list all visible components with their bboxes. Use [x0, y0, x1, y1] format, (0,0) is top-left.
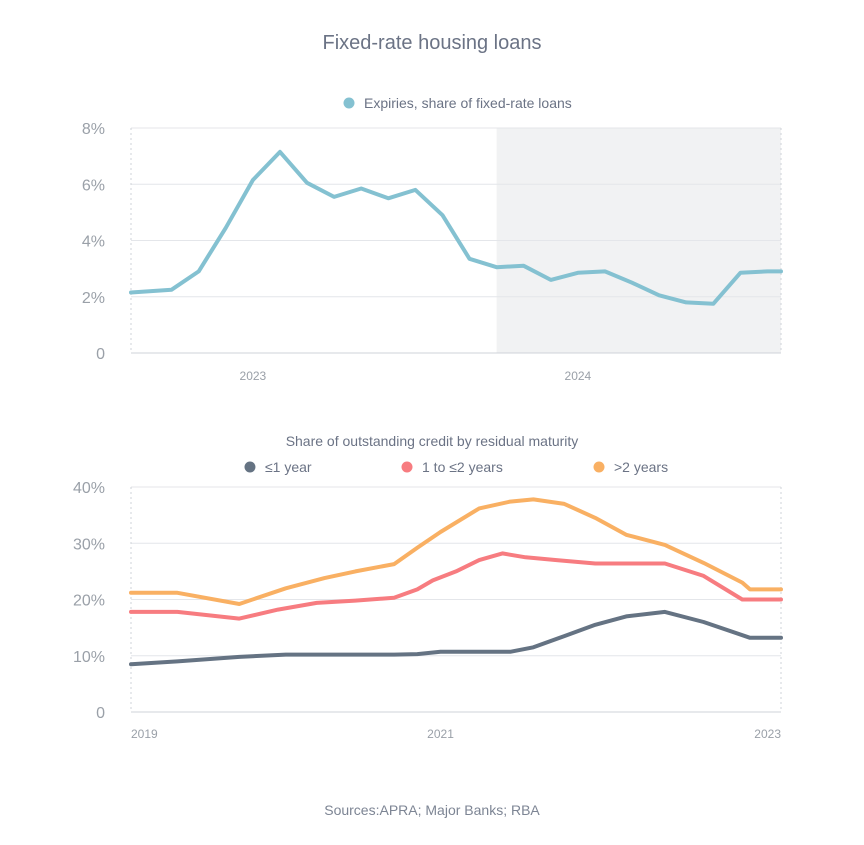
- legend-marker: [401, 461, 413, 473]
- legend-label: >2 years: [614, 459, 668, 475]
- series-line-1-year: [129, 609, 783, 667]
- y-tick-label: 4%: [82, 234, 105, 251]
- x-tick-label: 2023: [240, 369, 267, 383]
- x-tick-label: 2024: [565, 369, 592, 383]
- y-tick-label: 10%: [73, 649, 105, 666]
- series-line-expiries-share-of-fixed-rate-loans: [129, 149, 783, 306]
- y-tick-label: 20%: [73, 593, 105, 610]
- x-tick-label: 2023: [754, 727, 781, 741]
- sources-note: Sources:APRA; Major Banks; RBA: [324, 802, 540, 818]
- y-tick-label: 8%: [82, 121, 105, 138]
- series-line-1-to-2-years: [129, 551, 783, 621]
- legend-marker: [593, 461, 605, 473]
- legend-marker: [244, 461, 256, 473]
- y-tick-label: 30%: [73, 536, 105, 553]
- series-line-2-years: [129, 497, 783, 606]
- legend-label: 1 to ≤2 years: [422, 459, 503, 475]
- figure-title: Fixed-rate housing loans: [322, 32, 541, 54]
- x-tick-label: 2019: [131, 727, 158, 741]
- legend-label: Expiries, share of fixed-rate loans: [364, 95, 572, 111]
- legend-marker: [343, 97, 355, 109]
- expiries-chart: 0 2% 4% 6% 8% 2023 2024 Expiries, share of fixe…: [82, 95, 783, 383]
- chart-subtitle: Share of outstanding credit by residual …: [286, 433, 579, 449]
- y-tick-label: 40%: [73, 480, 105, 497]
- y-tick-label: 0: [96, 346, 105, 363]
- x-tick-label: 2021: [427, 727, 454, 741]
- y-tick-label: 0: [96, 705, 105, 722]
- y-tick-label: 6%: [82, 177, 105, 194]
- y-tick-label: 2%: [82, 290, 105, 307]
- legend-label: ≤1 year: [265, 459, 312, 475]
- residual-maturity-chart: 0 10% 20% 30% 40% 2019 2021 2023 Share of outsta…: [73, 433, 783, 741]
